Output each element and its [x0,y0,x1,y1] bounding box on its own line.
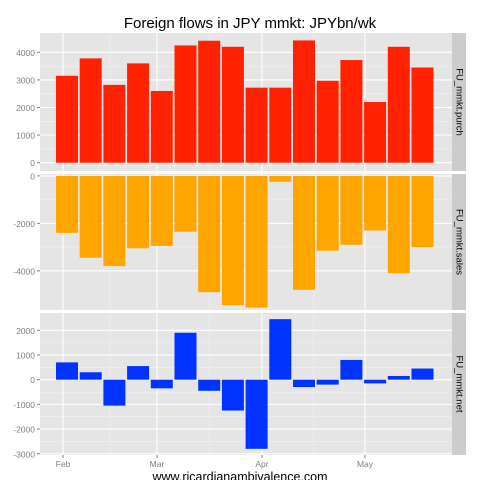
bar [127,366,150,380]
bar [364,102,387,163]
x-tick-label: Mar [150,459,165,469]
bar [316,175,339,251]
bar [79,372,102,380]
bar [364,379,387,384]
bar [269,87,292,163]
bar [56,75,78,163]
y-tick-label: -2000 [13,219,35,229]
bar [127,175,150,249]
y-tick-label: 4000 [16,48,35,58]
bar [293,175,315,290]
facet-label: FU_mmkt.sales [453,209,464,275]
chart-caption: www.ricardianambivalence.com [151,470,327,480]
bar [56,362,78,380]
bar [364,175,387,231]
bar [269,175,292,182]
bar [245,379,268,449]
bar [174,45,197,163]
bar [198,379,221,391]
y-tick-label: 2000 [16,103,35,113]
bar [150,90,173,163]
bar [387,375,410,380]
bar [340,175,363,245]
bar [174,332,197,380]
panel-FU_mmkt.sales: 0 -2000 -4000 FU_mmkt.sales [13,171,466,310]
bar [103,379,126,406]
bar [79,58,102,163]
y-tick-label: -3000 [13,449,35,459]
bar [127,63,150,163]
bar [221,46,244,163]
bar [411,175,434,248]
bar [103,175,126,267]
bar [198,175,221,293]
y-tick-label: 3000 [16,75,35,85]
y-tick-label: 1000 [16,131,35,141]
x-tick-label: Feb [56,459,71,469]
bar [245,87,268,163]
bar [293,40,315,163]
bar [150,175,173,246]
y-tick-label: -1000 [13,400,35,410]
bar [340,359,363,380]
y-tick-label: 0 [30,171,35,181]
bar [79,175,102,258]
chart-title: Foreign flows in JPY mmkt: JPYbn/wk [124,15,377,32]
bar [340,60,363,163]
x-tick-label: Apr [255,459,268,469]
bar [293,379,315,388]
bar [150,379,173,389]
bar [174,175,197,232]
bar [103,84,126,163]
panel-FU_mmkt.purch: 0 1000 2000 3000 4000 FU_mmkt.purch [16,33,466,171]
y-tick-label: -4000 [13,266,35,276]
y-tick-label: 2000 [16,326,35,336]
facet-label: FU_mmkt.purch [453,68,464,136]
facet-strip [452,174,466,310]
bar [411,368,434,380]
y-tick-label: 0 [30,375,35,385]
facet-strip [452,313,466,455]
bar [387,175,410,274]
y-tick-label: -2000 [13,425,35,435]
y-tick-label: 0 [30,158,35,168]
x-tick-label: May [357,459,374,469]
panel-FU_mmkt.net: 2000 1000 0 -1000 -2000 -3000 FU_mmkt.net [13,313,466,459]
y-tick-label: 1000 [16,350,35,360]
bar [387,46,410,163]
bar [245,175,268,308]
bar [221,175,244,306]
bar [221,379,244,411]
facet-strip [452,33,466,171]
bar [269,319,292,380]
bar [198,40,221,163]
facet-label: FU_mmkt.net [453,355,464,412]
bar [56,175,78,233]
bar [411,67,434,163]
bar [316,80,339,163]
bar [316,379,339,385]
